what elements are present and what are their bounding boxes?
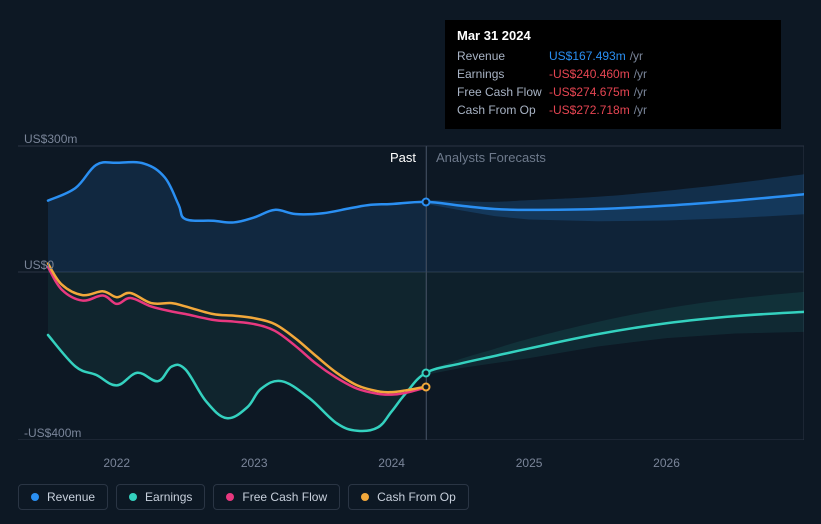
tooltip-date: Mar 31 2024 bbox=[457, 28, 769, 43]
x-axis-label: 2023 bbox=[241, 456, 268, 470]
tooltip-row: Free Cash Flow-US$274.675m/yr bbox=[457, 83, 769, 101]
tooltip-row-value: -US$240.460m bbox=[549, 65, 630, 83]
x-axis-label: 2022 bbox=[103, 456, 130, 470]
chart-tooltip: Mar 31 2024 RevenueUS$167.493m/yrEarning… bbox=[445, 20, 781, 129]
legend-label: Revenue bbox=[47, 490, 95, 504]
tooltip-row-unit: /yr bbox=[630, 47, 643, 65]
tooltip-row-unit: /yr bbox=[634, 83, 647, 101]
tooltip-row-label: Free Cash Flow bbox=[457, 83, 549, 101]
legend-label: Free Cash Flow bbox=[242, 490, 327, 504]
crosshair bbox=[426, 146, 427, 440]
section-label-forecast: Analysts Forecasts bbox=[436, 150, 546, 165]
chart-svg bbox=[18, 120, 804, 440]
tooltip-row: Cash From Op-US$272.718m/yr bbox=[457, 101, 769, 119]
chart-area[interactable]: US$300m US$0 -US$400m Past Analysts Forecast… bbox=[18, 120, 804, 440]
series-marker bbox=[422, 197, 431, 206]
series-marker bbox=[422, 368, 431, 377]
y-axis-label: US$300m bbox=[24, 132, 77, 146]
tooltip-row: RevenueUS$167.493m/yr bbox=[457, 47, 769, 65]
section-label-past: Past bbox=[390, 150, 416, 165]
legend-item-cfo[interactable]: Cash From Op bbox=[348, 484, 469, 510]
tooltip-rows: RevenueUS$167.493m/yrEarnings-US$240.460… bbox=[457, 47, 769, 119]
tooltip-row-value: -US$274.675m bbox=[549, 83, 630, 101]
tooltip-row-label: Earnings bbox=[457, 65, 549, 83]
tooltip-row-label: Cash From Op bbox=[457, 101, 549, 119]
legend-dot bbox=[226, 493, 234, 501]
legend-dot bbox=[361, 493, 369, 501]
legend-item-earnings[interactable]: Earnings bbox=[116, 484, 205, 510]
legend-label: Cash From Op bbox=[377, 490, 456, 504]
x-axis-label: 2026 bbox=[653, 456, 680, 470]
legend-label: Earnings bbox=[145, 490, 192, 504]
tooltip-row-label: Revenue bbox=[457, 47, 549, 65]
y-axis-label: -US$400m bbox=[24, 426, 81, 440]
legend-item-revenue[interactable]: Revenue bbox=[18, 484, 108, 510]
legend-item-fcf[interactable]: Free Cash Flow bbox=[213, 484, 340, 510]
tooltip-row-unit: /yr bbox=[634, 65, 647, 83]
y-axis-label: US$0 bbox=[24, 258, 54, 272]
x-axis-label: 2025 bbox=[516, 456, 543, 470]
x-axis-label: 2024 bbox=[378, 456, 405, 470]
series-marker bbox=[422, 382, 431, 391]
legend-dot bbox=[129, 493, 137, 501]
tooltip-row: Earnings-US$240.460m/yr bbox=[457, 65, 769, 83]
tooltip-row-value: -US$272.718m bbox=[549, 101, 630, 119]
tooltip-row-unit: /yr bbox=[634, 101, 647, 119]
legend-dot bbox=[31, 493, 39, 501]
chart-legend: Revenue Earnings Free Cash Flow Cash From O… bbox=[18, 484, 469, 510]
tooltip-row-value: US$167.493m bbox=[549, 47, 626, 65]
